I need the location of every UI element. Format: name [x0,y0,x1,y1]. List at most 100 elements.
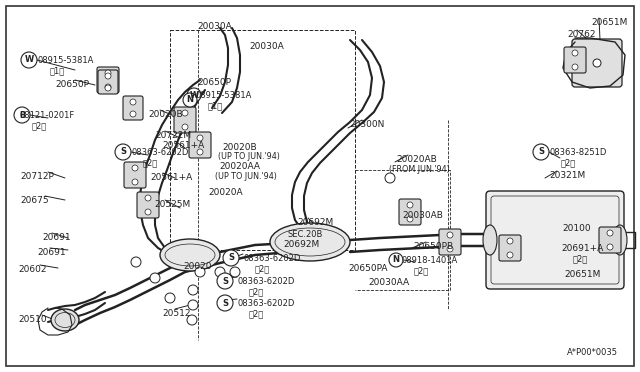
Circle shape [14,107,30,123]
Text: 08363-8251D: 08363-8251D [549,148,606,157]
Text: (UP TO JUN.'94): (UP TO JUN.'94) [215,172,277,181]
Circle shape [533,144,549,160]
Text: 〨2〩: 〨2〩 [32,121,47,130]
Text: 20691: 20691 [42,233,70,242]
Text: 20602: 20602 [18,265,47,274]
Text: 20300N: 20300N [349,120,385,129]
Circle shape [407,216,413,222]
Text: 20691: 20691 [37,248,66,257]
Text: 〨2〩: 〨2〩 [561,158,576,167]
Text: 〨2〩: 〨2〩 [249,287,264,296]
Circle shape [217,273,233,289]
Text: 〨2〩: 〨2〩 [249,309,264,318]
Circle shape [188,300,198,310]
Text: 20650P: 20650P [197,78,231,87]
FancyBboxPatch shape [486,191,624,289]
Text: 20692M: 20692M [283,240,319,249]
Text: 20030A: 20030A [197,22,232,31]
Circle shape [145,195,151,201]
FancyBboxPatch shape [97,67,119,93]
Circle shape [447,246,453,252]
FancyBboxPatch shape [399,199,421,225]
Text: 20651M: 20651M [591,18,627,27]
FancyBboxPatch shape [123,96,143,120]
Text: A*P00*0035: A*P00*0035 [567,348,618,357]
Text: 20561+A: 20561+A [162,141,204,150]
Text: B: B [19,110,25,119]
Text: 20650PB: 20650PB [413,242,453,251]
Circle shape [572,64,578,70]
Text: 20712P: 20712P [20,172,54,181]
Text: 〨2〩: 〨2〩 [143,158,158,167]
Text: 20321M: 20321M [549,171,585,180]
Circle shape [150,273,160,283]
Text: 08363-6202D: 08363-6202D [237,277,294,286]
Text: 〨2〩: 〨2〩 [573,254,588,263]
Text: S: S [228,253,234,263]
FancyBboxPatch shape [174,107,196,133]
Ellipse shape [483,225,497,255]
Circle shape [385,173,395,183]
Circle shape [217,295,233,311]
Circle shape [607,230,613,236]
Text: 20561+A: 20561+A [150,173,192,182]
Text: 08918-1401A: 08918-1401A [402,256,458,265]
Text: 08915-5381A: 08915-5381A [38,56,94,65]
Circle shape [130,99,136,105]
Text: 20020A: 20020A [208,188,243,197]
Text: 20722M: 20722M [155,131,191,140]
FancyBboxPatch shape [137,192,159,218]
Text: 20020AB: 20020AB [396,155,436,164]
Circle shape [447,232,453,238]
Text: N: N [392,256,399,264]
Text: S: S [222,276,228,285]
Circle shape [183,93,197,107]
Circle shape [607,244,613,250]
Text: 20651M: 20651M [564,270,600,279]
Circle shape [215,267,225,277]
Text: 08363-6202D: 08363-6202D [131,148,188,157]
Text: W: W [189,90,198,99]
Circle shape [105,70,111,76]
FancyBboxPatch shape [98,70,118,94]
Text: S: S [222,298,228,308]
Circle shape [182,124,188,130]
Text: W: W [24,55,34,64]
Text: 20691+A: 20691+A [561,244,604,253]
Text: 〨2〩: 〨2〩 [414,266,429,275]
Text: SEC.20B: SEC.20B [288,230,323,239]
Text: 20650P: 20650P [55,80,89,89]
Circle shape [572,50,578,56]
Text: S: S [120,148,126,157]
FancyBboxPatch shape [124,162,146,188]
Ellipse shape [51,309,79,331]
Text: 20030AB: 20030AB [402,211,443,220]
Text: 08915-5381A: 08915-5381A [196,91,252,100]
Circle shape [593,59,601,67]
Text: 08363-6202D: 08363-6202D [243,254,300,263]
Circle shape [21,52,37,68]
FancyBboxPatch shape [439,229,461,255]
FancyBboxPatch shape [599,227,621,253]
FancyBboxPatch shape [572,39,622,87]
Text: N: N [186,96,193,105]
Text: 〨1〩: 〨1〩 [50,66,65,75]
Text: 〨2〩: 〨2〩 [255,264,270,273]
Text: 20692M: 20692M [297,218,333,227]
Text: 20512: 20512 [162,309,191,318]
Circle shape [188,285,198,295]
Text: 20675: 20675 [20,196,49,205]
Circle shape [105,85,111,91]
Bar [170,30,355,250]
Text: 〨1〩: 〨1〩 [208,101,223,110]
Text: S: S [538,148,544,157]
Circle shape [105,73,111,79]
Circle shape [230,267,240,277]
Text: 20020B: 20020B [222,143,257,152]
Circle shape [130,111,136,117]
FancyBboxPatch shape [189,132,211,158]
Text: 20030AA: 20030AA [368,278,409,287]
Circle shape [507,238,513,244]
Circle shape [132,165,138,171]
Text: 20020B: 20020B [148,110,182,119]
